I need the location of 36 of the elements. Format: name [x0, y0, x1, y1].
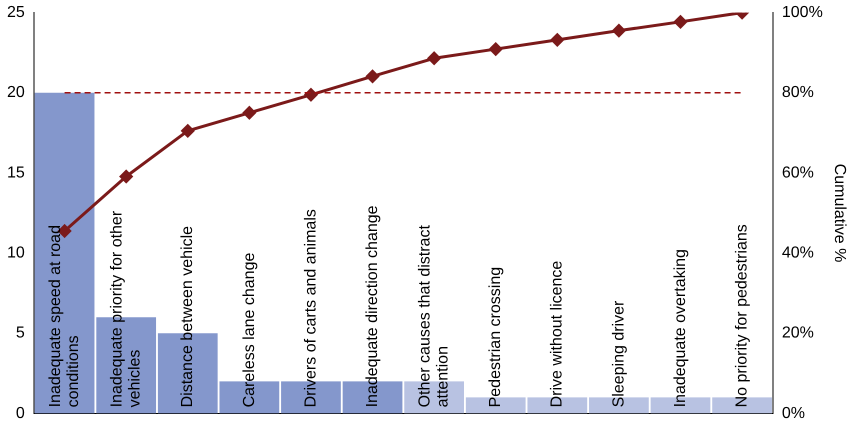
y2-tick-label: 40% [782, 244, 814, 262]
y2-tick-label: 0% [782, 404, 806, 422]
point [120, 170, 133, 184]
x-tick-label: Distance between vehicle [179, 226, 196, 408]
point [428, 52, 441, 65]
x-tick-label: Sleeping driver [610, 300, 628, 408]
y2-tick-label: 100% [782, 4, 823, 22]
y-tick-label: 5 [16, 324, 25, 342]
point [366, 70, 380, 83]
y-tick-label: 0 [16, 404, 25, 422]
y-tick-label: 20 [7, 84, 25, 102]
x-tick-label: Inadequate priority for other vehicles [108, 210, 144, 408]
point [612, 24, 626, 38]
point [181, 124, 194, 138]
x-tick-label: Drive without licence [548, 260, 566, 408]
y-tick-label: 10 [7, 244, 25, 262]
point [242, 106, 256, 120]
y-tick-label: 15 [7, 164, 25, 182]
point [674, 15, 687, 28]
y2-tick-label: 60% [782, 164, 814, 182]
x-tick-label: Inadequate overtaking [672, 249, 689, 408]
x-tick-label: Careless lane change [240, 252, 258, 408]
x-tick-label: Drivers of carts and animals [302, 209, 320, 408]
y2-tick-label: 80% [782, 84, 814, 102]
y2-tick-label: 20% [782, 324, 814, 342]
y2-axis-title: Cumulative % [830, 164, 848, 262]
x-tick-label: Inadequate direction change [364, 205, 381, 408]
y-tick-label: 25 [7, 4, 25, 22]
x-tick-label: No priority for pedestrians [733, 224, 750, 408]
point [489, 42, 502, 56]
bar [34, 92, 94, 414]
x-tick-label: Inadequate speed at road conditions [47, 225, 82, 408]
point [304, 88, 318, 102]
point [550, 33, 564, 46]
x-tick-label: Other causes that distract attention [416, 224, 452, 408]
x-tick-label: Pedestrian crossing [487, 266, 504, 408]
